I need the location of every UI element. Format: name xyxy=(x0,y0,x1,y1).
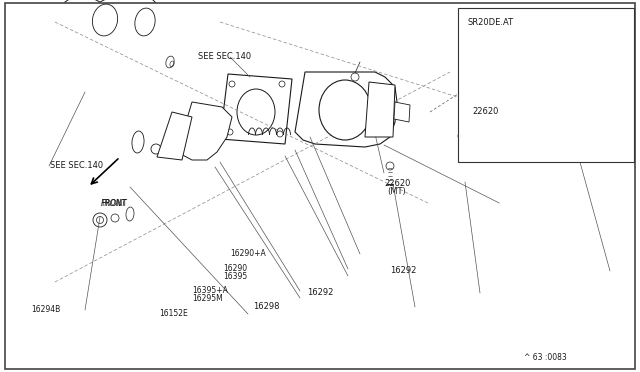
Text: SEE SEC.140: SEE SEC.140 xyxy=(50,161,103,170)
Text: 16290: 16290 xyxy=(223,264,247,273)
Text: 22620: 22620 xyxy=(384,179,410,187)
Text: 16295M: 16295M xyxy=(192,294,223,303)
Bar xyxy=(538,145,548,151)
Polygon shape xyxy=(157,112,192,160)
Text: SR20DE.AT: SR20DE.AT xyxy=(467,18,513,27)
Text: FRONT: FRONT xyxy=(101,199,127,208)
Text: 16292: 16292 xyxy=(390,266,417,275)
Ellipse shape xyxy=(132,131,144,153)
Text: 16298: 16298 xyxy=(253,302,279,311)
Polygon shape xyxy=(177,102,232,160)
Polygon shape xyxy=(220,74,292,144)
Text: 16395: 16395 xyxy=(223,272,247,280)
Text: 16152E: 16152E xyxy=(159,309,188,318)
Polygon shape xyxy=(295,72,397,147)
Polygon shape xyxy=(394,102,410,122)
Bar xyxy=(538,137,548,143)
Text: ^ 63 :0083: ^ 63 :0083 xyxy=(524,353,566,362)
Text: 16292: 16292 xyxy=(307,288,333,297)
Text: (MT): (MT) xyxy=(387,187,406,196)
Text: SEE SEC.140: SEE SEC.140 xyxy=(198,52,252,61)
Text: 16395+A: 16395+A xyxy=(192,286,228,295)
Text: 22620: 22620 xyxy=(472,107,499,116)
Polygon shape xyxy=(510,91,538,111)
Text: 16290+A: 16290+A xyxy=(230,249,266,258)
Ellipse shape xyxy=(135,8,155,36)
Text: 16294B: 16294B xyxy=(31,305,60,314)
Ellipse shape xyxy=(237,89,275,135)
Ellipse shape xyxy=(151,144,161,154)
Polygon shape xyxy=(365,82,395,137)
Polygon shape xyxy=(30,167,635,282)
Ellipse shape xyxy=(319,80,371,140)
Bar xyxy=(458,8,634,162)
Text: FRONT: FRONT xyxy=(101,199,127,208)
Polygon shape xyxy=(60,0,190,57)
Polygon shape xyxy=(502,97,510,105)
Ellipse shape xyxy=(92,4,118,36)
